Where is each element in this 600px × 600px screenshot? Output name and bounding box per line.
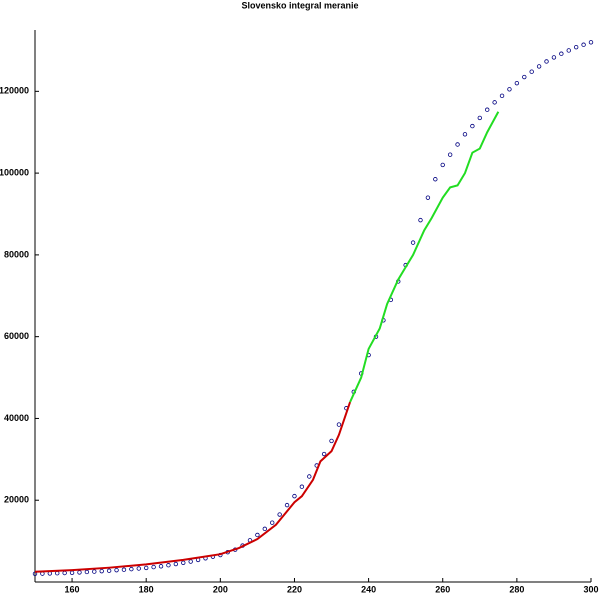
data-point bbox=[551, 55, 557, 60]
data-point bbox=[62, 570, 67, 576]
data-point bbox=[114, 567, 119, 573]
data-point bbox=[277, 512, 282, 517]
chart-title: Slovensko integral meranie bbox=[241, 0, 358, 10]
data-point bbox=[158, 564, 164, 569]
y-tick-label: 40000 bbox=[4, 413, 29, 423]
data-point bbox=[477, 115, 482, 121]
x-tick-label: 260 bbox=[435, 584, 450, 594]
data-point bbox=[573, 44, 579, 50]
data-point bbox=[492, 100, 497, 105]
data-point bbox=[499, 93, 505, 99]
data-line bbox=[34, 401, 352, 573]
data-point bbox=[581, 42, 586, 47]
data-point bbox=[188, 559, 193, 564]
data-point bbox=[425, 195, 431, 200]
data-point bbox=[69, 570, 75, 575]
data-point bbox=[299, 484, 305, 489]
data-point bbox=[292, 493, 297, 499]
data-point bbox=[106, 568, 112, 573]
data-point bbox=[99, 568, 104, 574]
x-tick-label: 280 bbox=[509, 584, 524, 594]
y-tick-label: 120000 bbox=[0, 86, 29, 96]
data-point bbox=[514, 80, 520, 86]
data-point bbox=[447, 152, 453, 157]
x-tick-label: 300 bbox=[583, 584, 598, 594]
data-point bbox=[566, 48, 571, 53]
data-point bbox=[77, 570, 82, 575]
data-point bbox=[136, 566, 141, 571]
y-tick-label: 100000 bbox=[0, 167, 29, 177]
data-point bbox=[84, 569, 90, 575]
data-point bbox=[32, 571, 38, 577]
data-point bbox=[433, 177, 438, 182]
data-point bbox=[129, 566, 134, 572]
data-point bbox=[470, 123, 475, 129]
data-point bbox=[151, 564, 156, 570]
data-point bbox=[485, 107, 490, 112]
data-point bbox=[329, 438, 334, 444]
y-tick-label: 80000 bbox=[4, 249, 29, 259]
data-point bbox=[529, 69, 534, 74]
x-tick-label: 200 bbox=[213, 584, 228, 594]
data-point bbox=[270, 520, 275, 525]
x-tick-label: 160 bbox=[65, 584, 80, 594]
data-point bbox=[307, 474, 312, 479]
x-tick-label: 180 bbox=[139, 584, 154, 594]
data-point bbox=[321, 451, 327, 457]
data-point bbox=[588, 40, 594, 45]
data-point bbox=[173, 561, 179, 567]
data-point bbox=[143, 565, 149, 571]
y-tick-label: 60000 bbox=[4, 331, 29, 341]
data-point bbox=[455, 142, 460, 147]
data-point bbox=[255, 532, 260, 538]
data-point bbox=[522, 74, 527, 80]
data-point bbox=[440, 162, 445, 168]
data-point bbox=[544, 59, 549, 64]
data-point bbox=[166, 563, 171, 568]
data-point bbox=[181, 560, 186, 565]
data-point bbox=[336, 422, 342, 427]
data-line bbox=[349, 111, 500, 403]
data-point bbox=[559, 51, 564, 56]
data-point bbox=[418, 217, 423, 223]
data-point bbox=[262, 526, 268, 532]
data-point bbox=[536, 64, 542, 69]
y-tick-label: 20000 bbox=[4, 495, 29, 505]
data-point bbox=[92, 569, 97, 574]
data-point bbox=[462, 132, 468, 137]
x-tick-label: 220 bbox=[287, 584, 302, 594]
data-point bbox=[410, 240, 416, 245]
data-point bbox=[507, 87, 512, 92]
x-tick-label: 240 bbox=[361, 584, 376, 594]
data-point bbox=[121, 567, 127, 572]
data-point bbox=[55, 571, 60, 576]
data-point bbox=[284, 502, 290, 508]
